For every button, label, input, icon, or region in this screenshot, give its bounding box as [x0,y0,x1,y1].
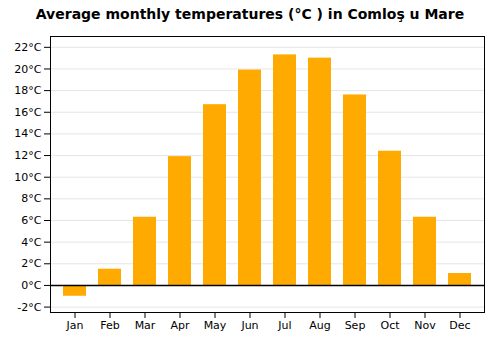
svg-text:Aug: Aug [309,319,330,332]
svg-text:18°C: 18°C [14,84,41,97]
svg-text:4°C: 4°C [21,236,41,249]
svg-text:10°C: 10°C [14,171,41,184]
svg-text:-2°C: -2°C [17,301,41,314]
svg-text:2°C: 2°C [21,257,41,270]
svg-text:Jan: Jan [66,319,84,332]
svg-text:May: May [204,319,227,332]
svg-text:Jul: Jul [277,319,291,332]
svg-text:Oct: Oct [380,319,400,332]
svg-text:6°C: 6°C [21,214,41,227]
svg-text:Nov: Nov [414,319,436,332]
svg-text:Feb: Feb [100,319,119,332]
svg-text:20°C: 20°C [14,62,41,75]
svg-text:Mar: Mar [135,319,156,332]
svg-text:Sep: Sep [345,319,366,332]
svg-text:16°C: 16°C [14,106,41,119]
svg-text:Jun: Jun [240,319,258,332]
svg-text:Dec: Dec [449,319,470,332]
svg-text:Apr: Apr [170,319,190,332]
svg-text:8°C: 8°C [21,192,41,205]
svg-text:12°C: 12°C [14,149,41,162]
svg-text:22°C: 22°C [14,41,41,54]
svg-text:14°C: 14°C [14,127,41,140]
svg-text:0°C: 0°C [21,279,41,292]
html-text:Average monthly temperatures (: Average monthly temperatures (°C ) in Co… [35,6,465,22]
